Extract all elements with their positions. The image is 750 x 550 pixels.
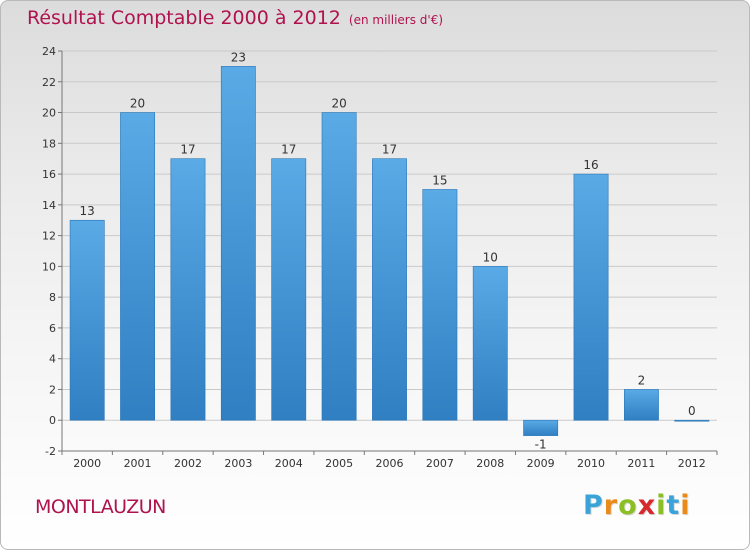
x-tick-label-2000: 2000	[73, 457, 101, 470]
value-label-2005: 20	[331, 97, 346, 111]
logo-letter: o	[618, 490, 638, 521]
bar-2001	[120, 112, 156, 421]
bar-2011	[623, 389, 659, 421]
x-tick-label-2011: 2011	[627, 457, 655, 470]
chart-title: Résultat Comptable 2000 à 2012 (en millie…	[27, 7, 443, 29]
value-label-2006: 17	[382, 143, 397, 157]
logo-letter: t	[666, 490, 681, 521]
value-label-2012: 0	[688, 404, 696, 418]
x-tick-label-2007: 2007	[426, 457, 454, 470]
bar-2000	[69, 219, 105, 421]
bar-2003	[220, 66, 256, 421]
logo-letter: i	[680, 490, 691, 521]
value-label-2002: 17	[180, 143, 195, 157]
y-tick-label: 0	[49, 414, 56, 427]
value-label-2007: 15	[432, 173, 447, 187]
y-tick-label: 18	[42, 137, 56, 150]
bar-2007	[422, 189, 458, 421]
bar-2008	[472, 266, 508, 421]
y-tick-label: 20	[42, 107, 56, 120]
bar-2004	[271, 158, 307, 421]
y-tick-label: 14	[42, 199, 56, 212]
x-tick-label-2005: 2005	[325, 457, 353, 470]
x-tick-label-2003: 2003	[224, 457, 252, 470]
x-tick-label-2009: 2009	[527, 457, 555, 470]
value-label-2008: 10	[483, 250, 498, 264]
bar-2002	[170, 158, 206, 421]
bar-2009	[523, 419, 559, 436]
y-tick-label: -2	[45, 445, 56, 458]
y-tick-label: 8	[49, 291, 56, 304]
bar-2005	[321, 112, 357, 421]
y-tick-label: 24	[42, 45, 56, 58]
proxiti-logo: Proxiti	[583, 490, 691, 521]
y-tick-label: 6	[49, 322, 56, 335]
x-tick-label-2002: 2002	[174, 457, 202, 470]
value-label-2004: 17	[281, 143, 296, 157]
x-tick-label-2004: 2004	[275, 457, 303, 470]
value-label-2001: 20	[130, 97, 145, 111]
value-label-2003: 23	[231, 50, 246, 64]
x-tick-label-2008: 2008	[476, 457, 504, 470]
title-unit: (en milliers d'€)	[348, 13, 444, 27]
y-tick-label: 16	[42, 168, 56, 181]
value-label-2011: 2	[638, 373, 646, 387]
commune-name: MONTLAUZUN	[35, 496, 166, 518]
x-tick-label-2012: 2012	[678, 457, 706, 470]
bar-2010	[573, 173, 609, 421]
logo-letter: i	[656, 490, 667, 521]
bar-2006	[372, 158, 407, 421]
y-tick-label: 2	[49, 383, 56, 396]
x-tick-label-2006: 2006	[376, 457, 404, 470]
value-label-2009: -1	[535, 438, 547, 452]
y-tick-label: 4	[49, 353, 56, 366]
y-tick-label: 10	[42, 260, 56, 273]
logo-letter: P	[583, 490, 604, 521]
logo-letter: x	[637, 490, 657, 521]
value-label-2000: 13	[80, 204, 95, 218]
y-tick-label: 12	[42, 230, 56, 243]
bar-2012	[674, 419, 710, 422]
y-tick-label: 22	[42, 76, 56, 89]
x-tick-label-2010: 2010	[577, 457, 605, 470]
logo-letter: r	[603, 490, 619, 521]
title-main: Résultat Comptable 2000 à 2012	[27, 7, 341, 29]
value-label-2010: 16	[583, 158, 598, 172]
x-tick-label-2001: 2001	[124, 457, 152, 470]
